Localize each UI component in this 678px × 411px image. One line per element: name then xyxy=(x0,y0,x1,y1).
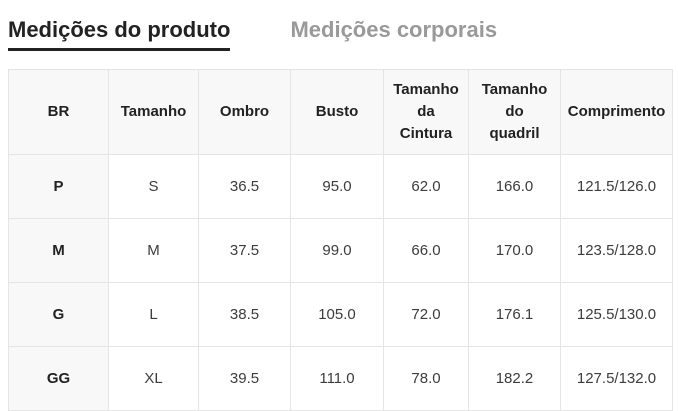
table-cell: 99.0 xyxy=(290,218,384,283)
table-row-m: M M 37.5 99.0 66.0 170.0 123.5/128.0 xyxy=(8,218,673,283)
table-cell: 72.0 xyxy=(383,282,469,347)
table-cell: 121.5/126.0 xyxy=(560,154,673,219)
table-cell-br: M xyxy=(8,218,109,283)
table-cell-br: G xyxy=(8,282,109,347)
table-cell: 39.5 xyxy=(198,346,291,411)
table-cell: 111.0 xyxy=(290,346,384,411)
table-cell: 38.5 xyxy=(198,282,291,347)
table-cell: 182.2 xyxy=(468,346,561,411)
table-cell: 127.5/132.0 xyxy=(560,346,673,411)
col-header-br: BR xyxy=(8,69,109,155)
col-header-busto: Busto xyxy=(290,69,384,155)
table-cell: L xyxy=(108,282,199,347)
table-cell: 37.5 xyxy=(198,218,291,283)
table-cell: S xyxy=(108,154,199,219)
table-row-p: P S 36.5 95.0 62.0 166.0 121.5/126.0 xyxy=(8,154,673,219)
table-cell: 123.5/128.0 xyxy=(560,218,673,283)
table-row-g: G L 38.5 105.0 72.0 176.1 125.5/130.0 xyxy=(8,282,673,347)
table-cell-br: P xyxy=(8,154,109,219)
table-cell: 170.0 xyxy=(468,218,561,283)
size-table: BR Tamanho Ombro Busto Tamanho da Cintur… xyxy=(8,69,673,411)
table-cell-br: GG xyxy=(8,346,109,411)
table-cell: 78.0 xyxy=(383,346,469,411)
col-header-quadril: Tamanho do quadril xyxy=(468,69,561,155)
table-cell: 66.0 xyxy=(383,218,469,283)
table-cell: 36.5 xyxy=(198,154,291,219)
table-cell: 166.0 xyxy=(468,154,561,219)
tab-product-measurements[interactable]: Medições do produto xyxy=(8,17,231,51)
table-cell: M xyxy=(108,218,199,283)
col-header-ombro: Ombro xyxy=(198,69,291,155)
col-header-cintura: Tamanho da Cintura xyxy=(383,69,469,155)
table-cell: 62.0 xyxy=(383,154,469,219)
table-cell: 125.5/130.0 xyxy=(560,282,673,347)
table-row-gg: GG XL 39.5 111.0 78.0 182.2 127.5/132.0 xyxy=(8,346,673,411)
tab-body-measurements[interactable]: Medições corporais xyxy=(290,17,498,42)
table-cell: 176.1 xyxy=(468,282,561,347)
col-header-comprimento: Comprimento xyxy=(560,69,673,155)
table-cell: 105.0 xyxy=(290,282,384,347)
table-cell: XL xyxy=(108,346,199,411)
table-cell: 95.0 xyxy=(290,154,384,219)
size-table-header-row: BR Tamanho Ombro Busto Tamanho da Cintur… xyxy=(8,69,673,155)
size-guide-tabs: Medições do produto Medições corporais xyxy=(8,17,497,51)
col-header-tamanho: Tamanho xyxy=(108,69,199,155)
